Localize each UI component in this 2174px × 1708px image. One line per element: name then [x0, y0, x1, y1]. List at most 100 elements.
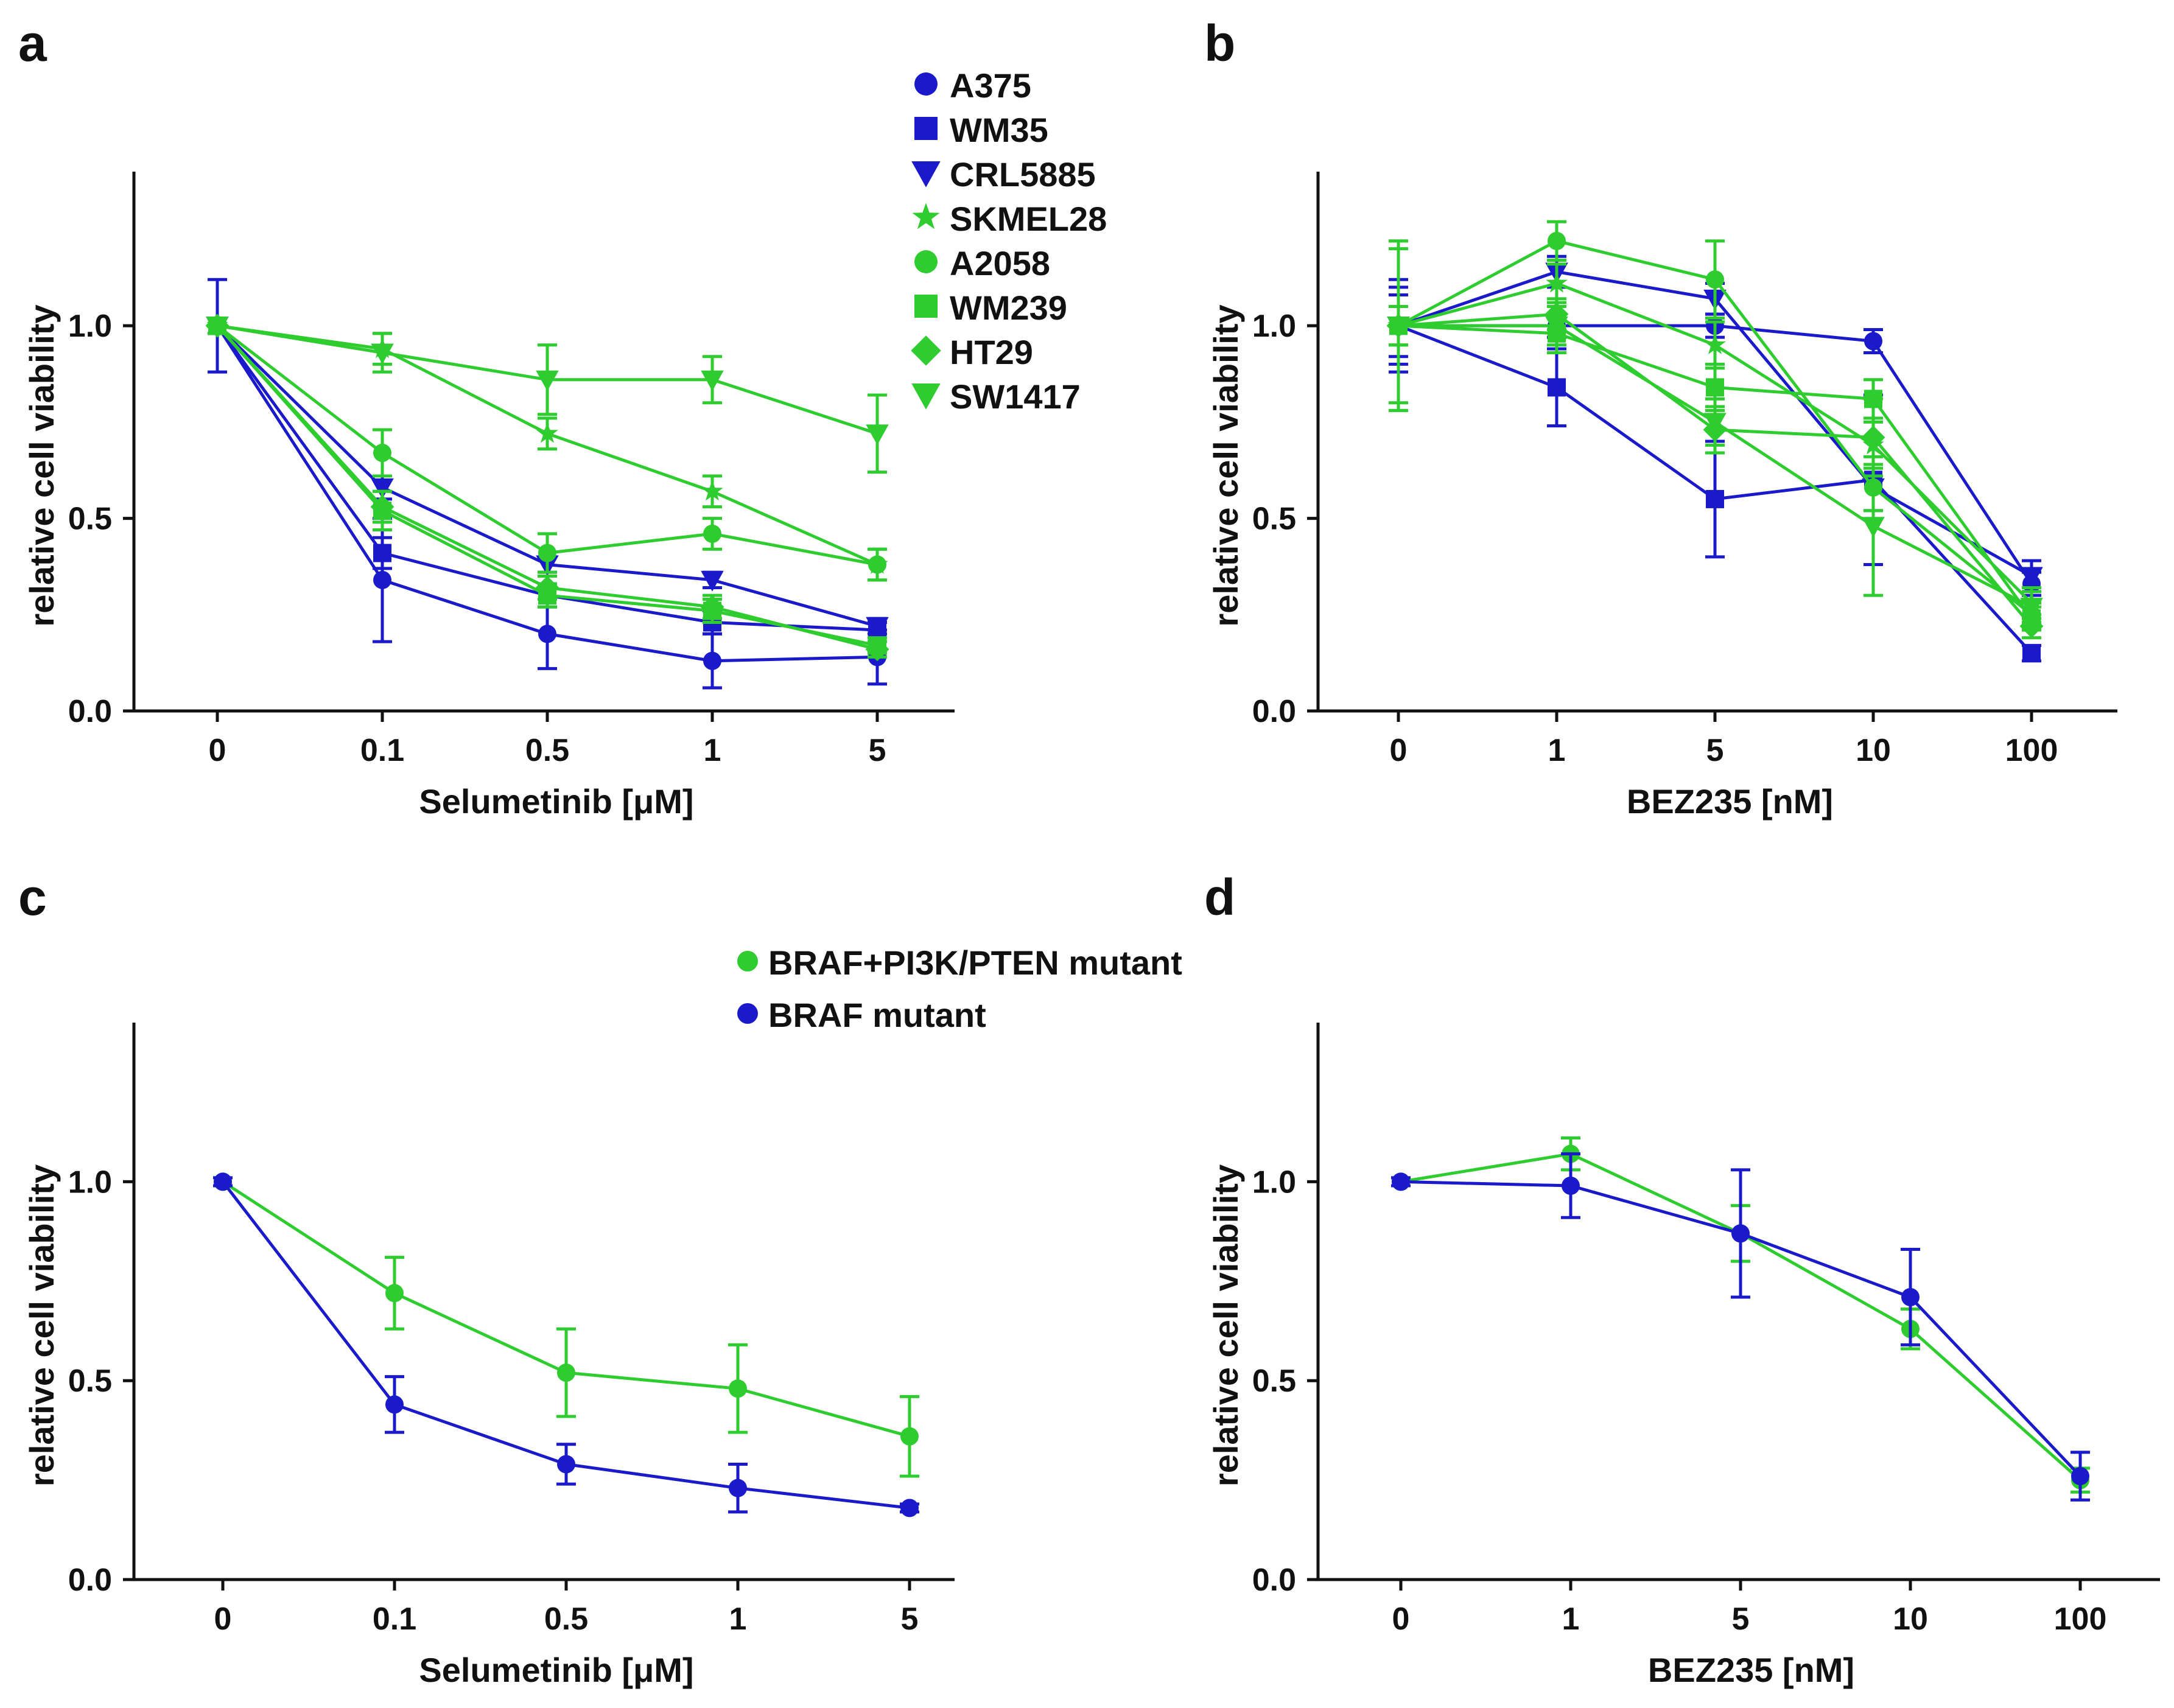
- data-point: [703, 651, 721, 670]
- data-point: [700, 595, 724, 619]
- legend-item: BRAF mutant: [737, 996, 986, 1034]
- data-point: [373, 570, 391, 589]
- data-point: [1731, 1224, 1750, 1243]
- y-tick-label: 0.5: [68, 502, 112, 537]
- legend-label: HT29: [950, 333, 1033, 371]
- y-tick-label: 1.0: [68, 1164, 112, 1200]
- y-tick-label: 0.5: [1252, 502, 1296, 537]
- data-point: [1862, 517, 1885, 537]
- legend-marker-square: [914, 295, 938, 318]
- data-point: [1704, 334, 1726, 354]
- series-braf-pi3k-pten-mutant: [213, 1172, 919, 1478]
- data-point: [1861, 425, 1885, 450]
- legend-marker-star: [912, 203, 940, 229]
- x-tick-label: 0: [209, 733, 226, 768]
- panel-a: a 0.0 0.5 1.0 0 0.1 0.5 1 5 Selumetinib [μM] relat…: [18, 15, 955, 821]
- data-point: [373, 443, 391, 462]
- legend-marker-circle: [737, 1003, 758, 1024]
- y-tick-label: 0.0: [1252, 694, 1296, 729]
- x-tick-label: 1: [704, 733, 721, 768]
- y-tick-label: 1.0: [1252, 309, 1296, 344]
- legend-item: CRL5885: [911, 155, 1096, 194]
- data-point: [900, 1499, 919, 1517]
- x-tick-label: 5: [869, 733, 886, 768]
- legend-marker-circle: [914, 250, 938, 273]
- legend-item: A2058: [914, 244, 1050, 282]
- x-tick-label: 0.1: [373, 1601, 416, 1637]
- data-point: [1864, 332, 1882, 351]
- legend-mutation-groups: BRAF+PI3K/PTEN mutant BRAF mutant: [737, 943, 1182, 1034]
- legend-item: SKMEL28: [912, 200, 1107, 238]
- data-point: [2022, 644, 2041, 663]
- data-point: [1706, 270, 1724, 289]
- y-tick-label: 0.0: [1252, 1563, 1296, 1598]
- data-point: [214, 1172, 232, 1191]
- data-point: [2071, 1467, 2089, 1486]
- data-point: [1901, 1287, 1920, 1306]
- legend-label: WM239: [950, 289, 1067, 327]
- legend-item: WM35: [914, 111, 1048, 149]
- x-tick-label: 5: [1732, 1601, 1750, 1637]
- legend-label: BRAF+PI3K/PTEN mutant: [768, 943, 1182, 982]
- data-point: [535, 575, 559, 600]
- x-tick-label: 0.5: [544, 1601, 588, 1637]
- data-point: [371, 478, 394, 499]
- y-axis-title: relative cell viability: [23, 1164, 61, 1486]
- legend-cell-lines: A375 WM35 CRL5885 SKMEL28 A2058 WM239 HT29 SW14…: [911, 66, 1107, 416]
- x-tick-label: 0: [1390, 733, 1408, 768]
- legend-label: SW1417: [950, 377, 1081, 416]
- legend-label: CRL5885: [950, 155, 1096, 194]
- data-point: [701, 570, 724, 592]
- y-axis-title: relative cell viability: [1207, 304, 1245, 626]
- x-tick-label: 0.5: [525, 733, 569, 768]
- data-point: [729, 1479, 747, 1497]
- data-point: [866, 617, 889, 638]
- x-tick-label: 0: [214, 1601, 232, 1637]
- data-point: [729, 1379, 747, 1398]
- y-tick-label: 0.0: [68, 1563, 112, 1598]
- panel-d: d 0.0 0.5 1.0 0 1 5 10 100 BEZ235 [nM] relative ce…: [1204, 869, 2160, 1689]
- data-point: [1392, 1172, 1410, 1191]
- legend-item: WM239: [914, 289, 1067, 327]
- data-point: [538, 544, 556, 562]
- x-tick-label: 10: [1856, 733, 1891, 768]
- legend-item: SW1417: [911, 377, 1081, 416]
- series-a375: [208, 278, 887, 690]
- series-sw1417: [206, 316, 889, 474]
- data-point: [538, 625, 556, 643]
- series-sw1417: [1387, 239, 2043, 624]
- y-tick-label: 0.0: [68, 694, 112, 729]
- legend-label: BRAF mutant: [768, 996, 986, 1034]
- legend-marker-diamond: [911, 335, 941, 366]
- legend-label: WM35: [950, 111, 1048, 149]
- panel-letter-d: d: [1204, 869, 1235, 926]
- panel-b: b 0.0 0.5 1.0 0 1 5 10 100 BEZ235 [nM] relative ce…: [1204, 15, 2117, 821]
- x-tick-label: 1: [729, 1601, 747, 1637]
- data-point: [1546, 271, 1568, 293]
- series-braf-mutant: [1391, 1152, 2090, 1502]
- data-point: [385, 1395, 404, 1414]
- x-tick-label: 5: [901, 1601, 919, 1637]
- series-braf-mutant: [213, 1172, 919, 1517]
- legend-item: BRAF+PI3K/PTEN mutant: [737, 943, 1182, 982]
- data-point: [2019, 614, 2044, 639]
- data-point: [557, 1455, 575, 1474]
- data-point: [1706, 378, 1724, 397]
- legend-label: A2058: [950, 244, 1050, 282]
- x-tick-label: 0: [1392, 1601, 1410, 1637]
- data-point: [557, 1363, 575, 1382]
- legend-item: A375: [914, 66, 1031, 105]
- data-point: [373, 544, 391, 562]
- x-axis-title: Selumetinib [μM]: [419, 1651, 693, 1689]
- x-tick-label: 0.1: [360, 733, 404, 768]
- y-tick-label: 1.0: [1252, 1164, 1296, 1200]
- x-tick-label: 100: [2005, 733, 2058, 768]
- legend-marker-square: [914, 117, 938, 140]
- panel-letter-b: b: [1204, 15, 1235, 72]
- panel-letter-c: c: [18, 869, 47, 926]
- data-point: [1706, 489, 1724, 508]
- legend-item: HT29: [911, 333, 1033, 371]
- data-point: [1703, 413, 1727, 434]
- x-axis-title: BEZ235 [nM]: [1627, 782, 1833, 821]
